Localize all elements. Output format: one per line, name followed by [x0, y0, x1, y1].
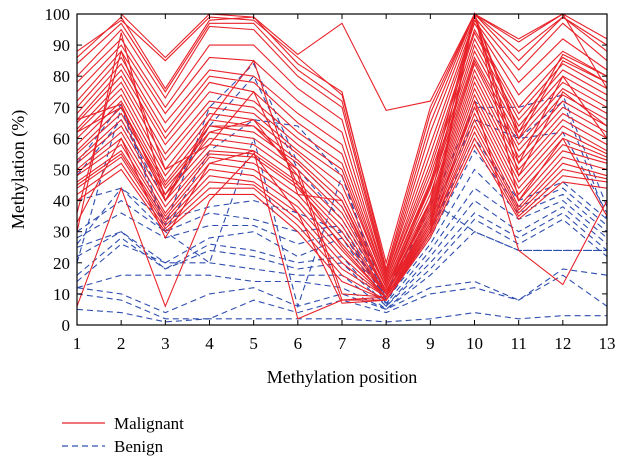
- y-axis-label: Methylation (%): [8, 110, 29, 229]
- x-tick-label: 11: [510, 334, 526, 353]
- x-tick-label: 7: [338, 334, 347, 353]
- x-tick-label: 8: [382, 334, 391, 353]
- x-axis-label: Methylation position: [267, 367, 418, 387]
- malignant-line-33: [76, 11, 608, 296]
- benign-line-14: [76, 308, 607, 323]
- malignant-line-27: [76, 137, 608, 301]
- malignant-line-16: [76, 68, 608, 292]
- malignant-line-6: [76, 19, 608, 278]
- malignant-line-26: [76, 130, 608, 298]
- malignant-line-9: [76, 31, 608, 284]
- x-tick-label: 12: [554, 334, 571, 353]
- y-tick-label: 60: [53, 129, 70, 148]
- y-tick-label: 0: [62, 316, 71, 335]
- x-tick-label: 6: [294, 334, 303, 353]
- legend: Malignant Benign: [62, 414, 184, 456]
- malignant-line-2: [76, 13, 608, 265]
- y-tick-label: 70: [53, 98, 70, 117]
- malignant-line-30: [76, 11, 608, 298]
- x-tick-label: 5: [249, 334, 258, 353]
- malignant-line-25: [76, 124, 608, 298]
- x-tick-label: 3: [161, 334, 170, 353]
- benign-line-12: [76, 268, 608, 314]
- malignant-line-11: [76, 43, 608, 287]
- malignant-line-3: [76, 13, 608, 272]
- malignant-line-34: [76, 13, 608, 298]
- x-tick-label: 9: [426, 334, 435, 353]
- malignant-line-21: [76, 99, 608, 295]
- legend-label-malignant: Malignant: [114, 414, 184, 433]
- benign-line-13: [76, 274, 608, 320]
- y-tick-label: 80: [53, 67, 70, 86]
- malignant-line-28: [76, 143, 608, 301]
- series-layer: [76, 11, 608, 323]
- legend-label-benign: Benign: [114, 437, 164, 456]
- malignant-line-31: [76, 13, 608, 320]
- malignant-line-7: [76, 22, 608, 281]
- y-tick-label: 50: [53, 161, 70, 180]
- x-tick-label: 10: [466, 334, 483, 353]
- y-tick-label: 40: [53, 192, 70, 211]
- malignant-line-32: [76, 99, 608, 308]
- x-tick-label: 4: [205, 334, 214, 353]
- malignant-line-8: [76, 28, 608, 281]
- x-tick-label: 1: [73, 334, 82, 353]
- y-tick-label: 90: [53, 36, 70, 55]
- malignant-line-22: [76, 105, 608, 295]
- malignant-line-24: [76, 118, 608, 298]
- x-tick-label: 2: [117, 334, 126, 353]
- malignant-line-18: [76, 80, 608, 292]
- malignant-line-1: [77, 13, 608, 112]
- y-tick-label: 30: [53, 223, 70, 242]
- x-tick-label: 13: [599, 334, 616, 353]
- malignant-line-5: [76, 16, 608, 278]
- y-tick-label: 100: [45, 5, 71, 24]
- y-tick-label: 10: [53, 285, 70, 304]
- malignant-line-10: [76, 37, 608, 283]
- y-tick-label: 20: [53, 254, 70, 273]
- malignant-line-4: [76, 13, 608, 275]
